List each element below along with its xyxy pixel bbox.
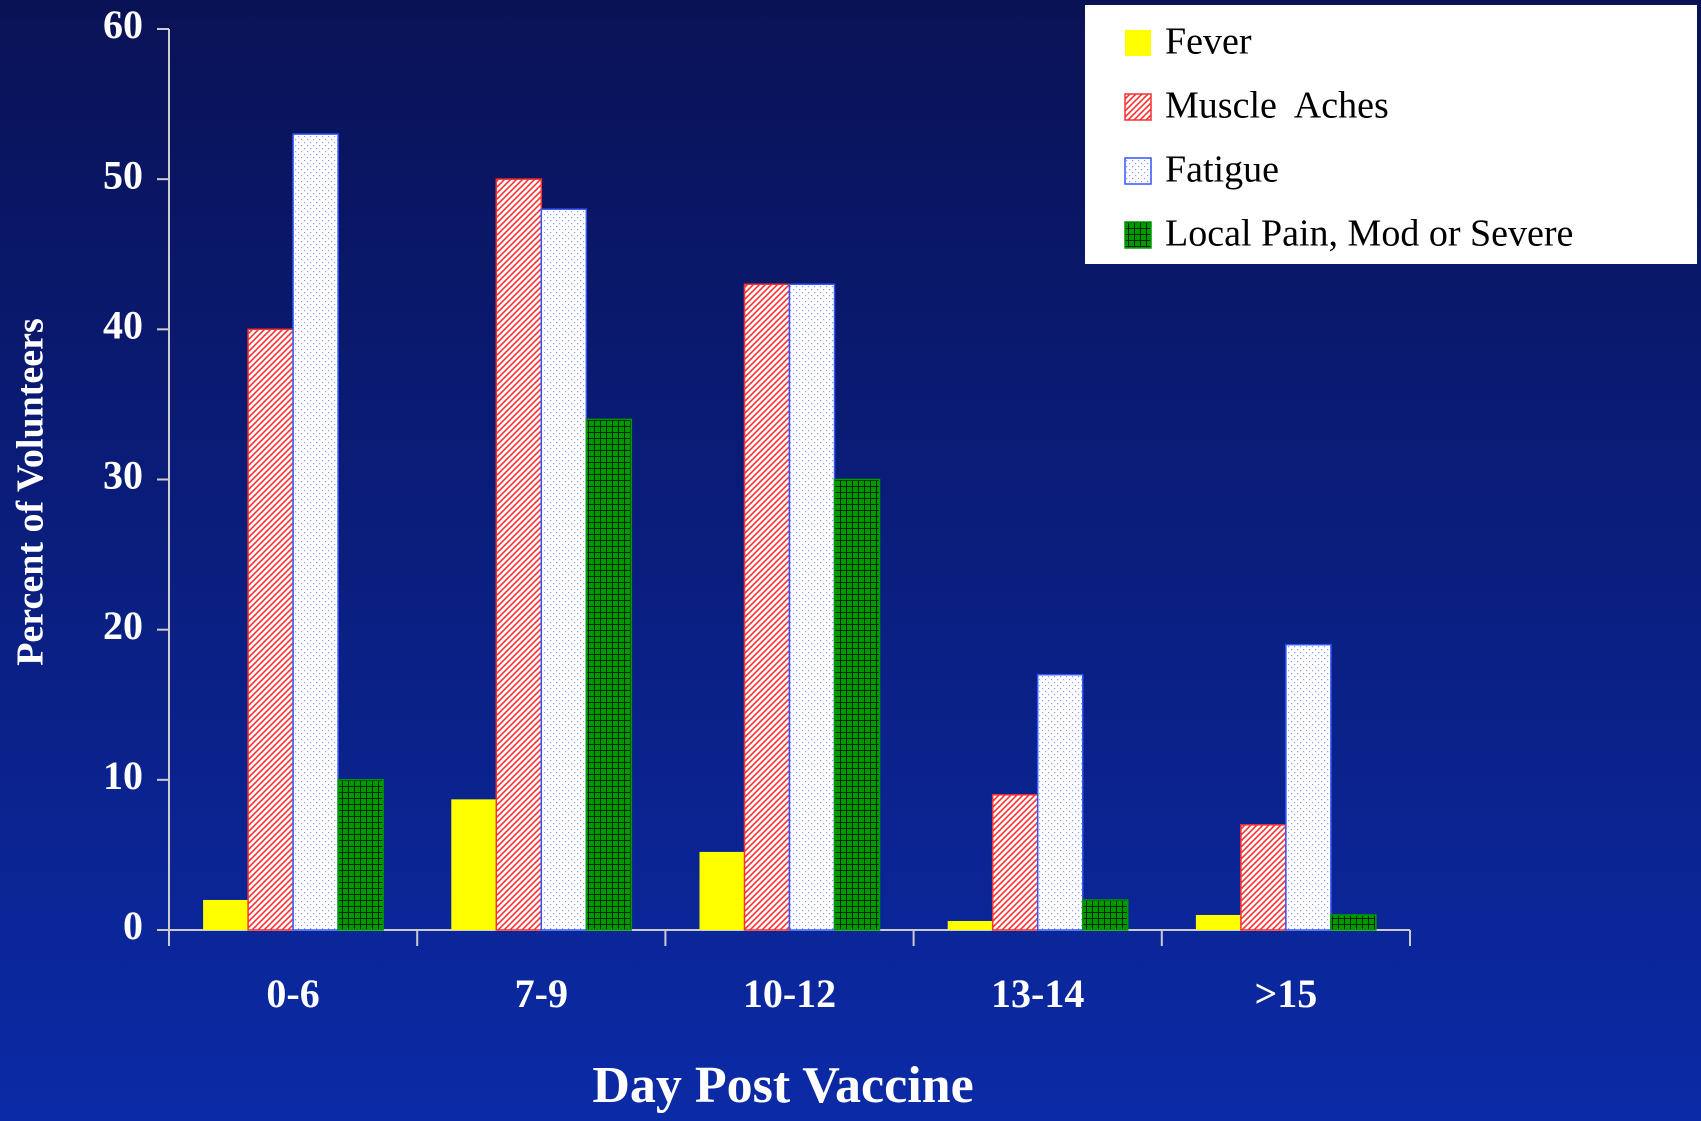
bar: [451, 799, 497, 930]
x-tick-label: 7-9: [515, 971, 568, 1016]
legend-swatch: [1124, 93, 1152, 121]
bar: [1081, 899, 1129, 931]
legend-label: Muscle Aches: [1165, 85, 1389, 127]
legend-label: Fatigue: [1165, 149, 1279, 191]
y-tick-label: 30: [103, 453, 143, 498]
y-tick-label: 60: [103, 2, 143, 47]
bar: [585, 418, 633, 931]
bar: [203, 899, 249, 930]
y-axis-label: Percent of Volunteers: [10, 318, 52, 666]
bar: [1240, 824, 1287, 931]
x-tick-label: >15: [1255, 971, 1318, 1016]
bar: [788, 283, 836, 931]
y-tick-label: 0: [123, 903, 143, 948]
bar: [743, 283, 791, 931]
x-axis-label: Day Post Vaccine: [592, 1057, 973, 1114]
legend-swatch: [1124, 157, 1152, 185]
bar: [337, 779, 384, 931]
bar: [540, 208, 588, 931]
bar: [292, 133, 339, 931]
x-tick-label: 0-6: [266, 971, 319, 1016]
y-tick-label: 10: [103, 753, 143, 798]
bar: [833, 478, 881, 931]
legend-swatch: [1124, 221, 1152, 249]
bar: [1330, 914, 1377, 931]
bar: [699, 851, 745, 930]
bar: [495, 178, 543, 931]
y-tick-label: 40: [103, 303, 143, 348]
legend-label: Local Pain, Mod or Severe: [1165, 213, 1573, 255]
legend-box: [1085, 5, 1697, 264]
bar: [991, 794, 1039, 931]
bar: [1195, 914, 1241, 930]
x-tick-label: 10-12: [743, 971, 836, 1016]
bar: [247, 328, 294, 931]
bar: [1036, 673, 1084, 931]
bar: [947, 920, 993, 930]
y-tick-label: 50: [103, 152, 143, 197]
legend-swatch: [1125, 30, 1151, 56]
x-tick-label: 13-14: [991, 971, 1084, 1016]
y-tick-label: 20: [103, 603, 143, 648]
bar: [1285, 643, 1332, 931]
legend-label: Fever: [1165, 21, 1252, 63]
